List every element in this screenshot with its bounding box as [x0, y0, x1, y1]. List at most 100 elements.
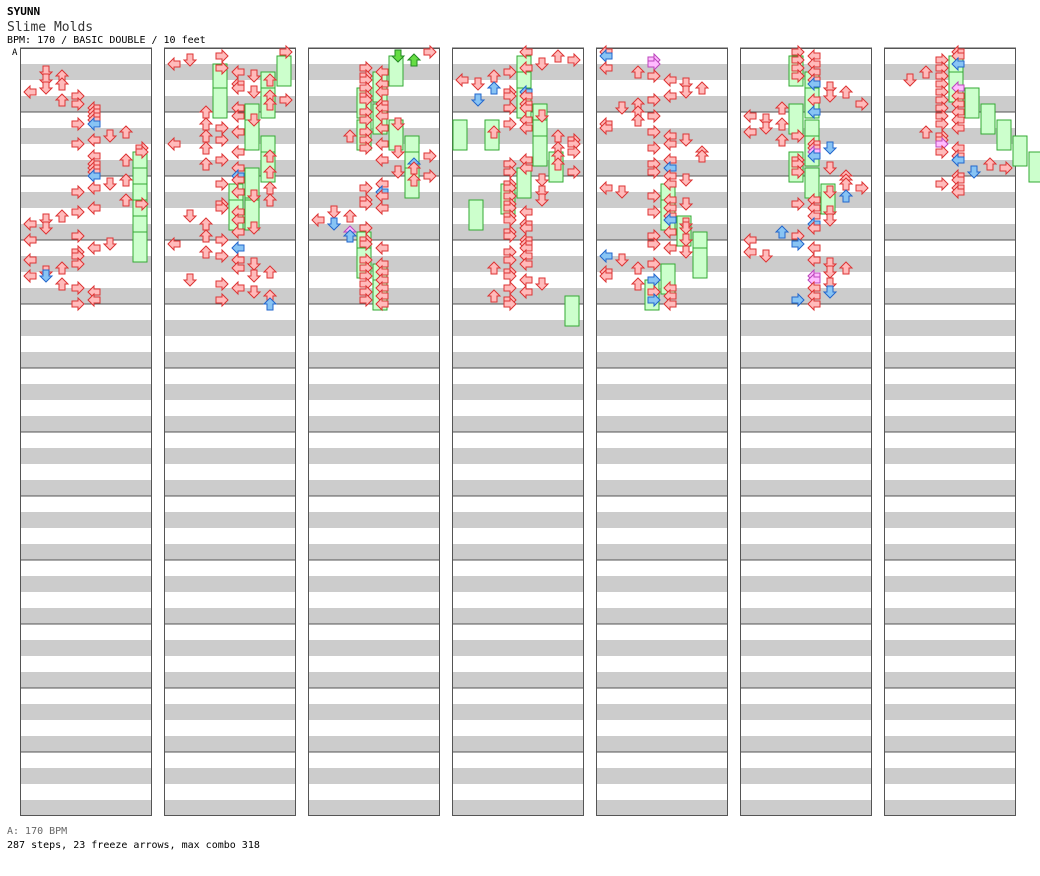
left-arrow-icon	[599, 60, 613, 76]
beat-band	[740, 592, 872, 608]
right-arrow-icon	[791, 68, 805, 84]
right-arrow-icon	[647, 204, 661, 220]
beat-band	[164, 48, 296, 64]
left-arrow-icon	[231, 260, 245, 276]
up-arrow-icon	[486, 289, 502, 303]
beat-band	[884, 368, 1016, 384]
beat-band	[308, 528, 440, 544]
beat-band	[740, 560, 872, 576]
beat-band	[596, 656, 728, 672]
beat-band	[452, 480, 584, 496]
beat-band	[884, 224, 1016, 240]
up-arrow-icon	[550, 49, 566, 63]
beat-band	[20, 672, 152, 688]
right-arrow-icon	[215, 152, 229, 168]
down-arrow-icon	[534, 277, 550, 291]
beat-band	[308, 336, 440, 352]
beat-band	[740, 656, 872, 672]
beat-band	[20, 128, 152, 144]
beat-band	[596, 544, 728, 560]
beat-band	[164, 272, 296, 288]
up-arrow-icon	[198, 141, 214, 155]
right-arrow-icon	[71, 184, 85, 200]
beat-band	[164, 512, 296, 528]
beat-band	[20, 720, 152, 736]
beat-band	[452, 352, 584, 368]
left-arrow-icon	[375, 200, 389, 216]
down-arrow-icon	[38, 81, 54, 95]
left-arrow-icon	[231, 108, 245, 124]
beat-band	[20, 256, 152, 272]
chart-column	[452, 47, 584, 816]
left-arrow-icon	[807, 296, 821, 312]
beat-band	[164, 224, 296, 240]
up-arrow-icon	[406, 173, 422, 187]
beat-band	[308, 224, 440, 240]
beat-band	[596, 704, 728, 720]
beat-band	[884, 304, 1016, 320]
right-arrow-icon	[423, 44, 437, 60]
beat-band	[740, 352, 872, 368]
beat-band	[884, 592, 1016, 608]
beat-band	[164, 144, 296, 160]
beat-band	[884, 736, 1016, 752]
down-arrow-icon	[534, 109, 550, 123]
beat-band	[596, 752, 728, 768]
beat-band	[164, 672, 296, 688]
beat-band	[740, 304, 872, 320]
beat-band	[308, 304, 440, 320]
column-border	[452, 48, 584, 816]
left-arrow-icon	[375, 296, 389, 312]
beat-band	[740, 464, 872, 480]
right-arrow-icon	[135, 196, 149, 212]
beat-band	[452, 400, 584, 416]
beat-band	[308, 464, 440, 480]
beat-band	[308, 784, 440, 800]
beat-band	[740, 448, 872, 464]
beat-band	[20, 800, 152, 816]
up-arrow-icon	[982, 157, 998, 171]
beat-band	[740, 688, 872, 704]
left-arrow-icon	[807, 76, 821, 92]
beat-band	[452, 496, 584, 512]
beat-band	[596, 720, 728, 736]
beat-band	[884, 608, 1016, 624]
beat-band	[308, 416, 440, 432]
beat-band	[596, 432, 728, 448]
right-arrow-icon	[567, 144, 581, 160]
beat-band	[164, 768, 296, 784]
beat-band	[452, 464, 584, 480]
beat-band	[596, 368, 728, 384]
up-arrow-icon	[262, 265, 278, 279]
beat-band	[740, 416, 872, 432]
beat-band	[164, 544, 296, 560]
freeze-arrow	[964, 87, 980, 119]
beat-band	[308, 624, 440, 640]
beat-band	[884, 448, 1016, 464]
beat-band	[308, 576, 440, 592]
up-arrow-icon	[54, 93, 70, 107]
beat-band	[308, 544, 440, 560]
beat-band	[452, 560, 584, 576]
down-arrow-icon	[246, 257, 262, 271]
beat-band	[308, 192, 440, 208]
beat-band	[740, 256, 872, 272]
beat-band	[452, 336, 584, 352]
up-arrow-icon	[262, 297, 278, 311]
down-arrow-icon	[534, 193, 550, 207]
beat-band	[452, 800, 584, 816]
beat-band	[164, 464, 296, 480]
beat-band	[164, 784, 296, 800]
beat-band	[164, 304, 296, 320]
left-arrow-icon	[519, 120, 533, 136]
beat-band	[20, 640, 152, 656]
beat-band	[164, 800, 296, 816]
beat-band	[308, 384, 440, 400]
beat-band	[452, 432, 584, 448]
beat-band	[20, 448, 152, 464]
beat-band	[20, 224, 152, 240]
beat-band	[740, 496, 872, 512]
right-arrow-icon	[135, 144, 149, 160]
up-arrow-icon	[54, 77, 70, 91]
beat-band	[884, 144, 1016, 160]
